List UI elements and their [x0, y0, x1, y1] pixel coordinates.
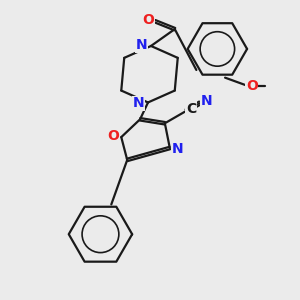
Text: C: C	[186, 102, 196, 116]
Text: N: N	[135, 38, 147, 52]
Text: N: N	[172, 142, 184, 156]
Text: N: N	[132, 96, 144, 110]
Text: N: N	[201, 94, 213, 108]
Text: O: O	[142, 13, 154, 27]
Text: O: O	[246, 79, 258, 93]
Text: O: O	[107, 129, 119, 143]
